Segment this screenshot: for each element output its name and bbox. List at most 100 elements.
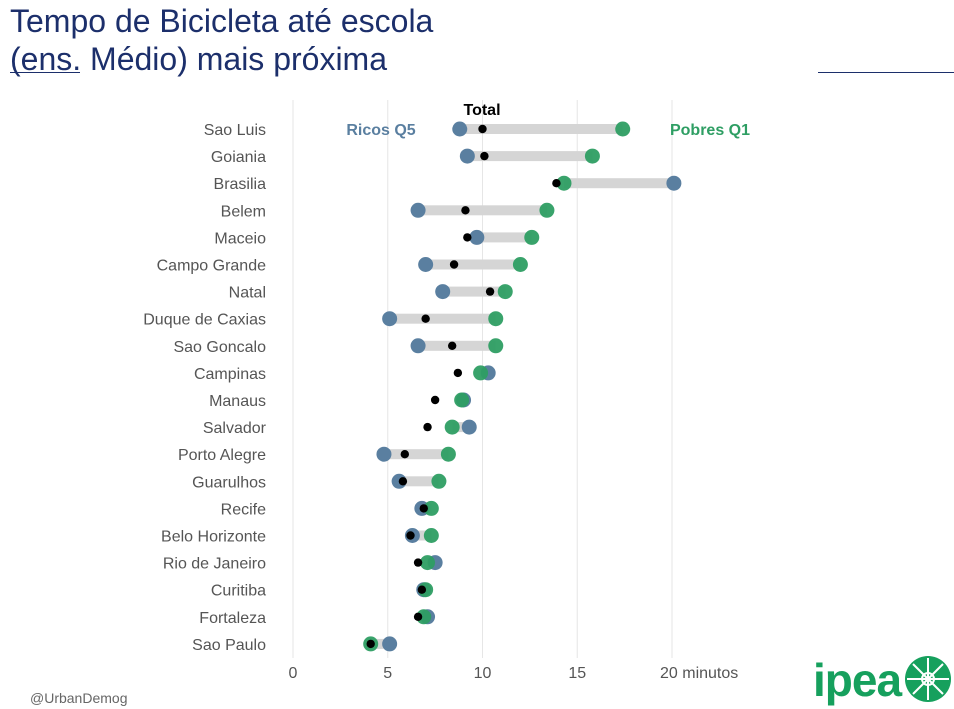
range-bar bbox=[476, 232, 532, 243]
ricos-point bbox=[461, 419, 477, 435]
city-label: Rio de Janeiro bbox=[163, 556, 266, 573]
range-bar bbox=[418, 205, 547, 216]
author-credit: @UrbanDemog bbox=[30, 690, 128, 706]
city-label: Campinas bbox=[194, 366, 266, 383]
city-label: Recife bbox=[221, 501, 266, 518]
ricos-point bbox=[410, 338, 426, 354]
ipea-logo: ipea bbox=[813, 652, 954, 708]
x-tick-label: 10 bbox=[474, 665, 492, 682]
ricos-point bbox=[666, 175, 682, 191]
city-label: Salvador bbox=[203, 420, 267, 437]
pobres-point bbox=[524, 229, 540, 245]
points-layer bbox=[363, 121, 682, 652]
ricos-point bbox=[469, 229, 485, 245]
pobres-point bbox=[584, 148, 600, 164]
ricos-point bbox=[376, 446, 392, 462]
city-label: Natal bbox=[229, 285, 266, 302]
x-tick-label: 20 minutos bbox=[660, 665, 738, 682]
range-bar bbox=[370, 638, 390, 649]
legend-ricos-label: Ricos Q5 bbox=[346, 122, 415, 139]
ricos-point bbox=[435, 284, 451, 300]
pobres-point bbox=[454, 392, 470, 408]
title-underline bbox=[10, 72, 80, 73]
range-bar bbox=[418, 340, 496, 351]
ipea-logo-text: ipea bbox=[813, 654, 902, 706]
ricos-point bbox=[459, 148, 475, 164]
x-tick-label: 0 bbox=[289, 665, 298, 682]
ricos-point bbox=[382, 636, 398, 652]
range-bar bbox=[442, 286, 506, 297]
total-point bbox=[461, 206, 470, 215]
pobres-point bbox=[512, 257, 528, 272]
range-bar bbox=[452, 422, 470, 433]
city-label: Maceio bbox=[214, 230, 266, 247]
pobres-point bbox=[473, 365, 489, 381]
pobres-point bbox=[420, 555, 436, 571]
city-label: Belo Horizonte bbox=[161, 529, 266, 546]
total-point bbox=[398, 477, 408, 486]
ipea-compass-icon bbox=[905, 656, 951, 702]
pobres-point bbox=[488, 338, 504, 354]
total-point bbox=[449, 260, 459, 269]
x-tick-label: 5 bbox=[383, 665, 392, 682]
city-label: Campo Grande bbox=[157, 258, 266, 275]
city-label: Sao Luis bbox=[204, 122, 266, 139]
total-point bbox=[419, 504, 428, 513]
city-label: Fortaleza bbox=[199, 610, 266, 627]
pobres-point bbox=[431, 473, 447, 489]
ricos-point bbox=[418, 257, 434, 272]
total-point bbox=[400, 450, 410, 459]
pobres-point bbox=[423, 500, 439, 516]
city-label: Manaus bbox=[209, 393, 266, 410]
total-point bbox=[480, 151, 489, 161]
pobres-point bbox=[497, 284, 513, 300]
ricos-point bbox=[452, 121, 468, 137]
city-label: Porto Alegre bbox=[178, 447, 266, 464]
slide-title-line-1: Tempo de Bicicleta até escola bbox=[10, 3, 434, 39]
range-bar bbox=[563, 178, 674, 189]
range-bar bbox=[412, 530, 432, 541]
range-bar bbox=[383, 449, 449, 460]
slide-title-line-2: (ens. Médio) mais próxima bbox=[10, 41, 387, 77]
total-point bbox=[406, 531, 415, 540]
total-point bbox=[421, 314, 430, 323]
total-point bbox=[463, 233, 472, 242]
pobres-point bbox=[423, 528, 439, 543]
total-point bbox=[478, 124, 487, 134]
ricos-point bbox=[382, 311, 398, 327]
total-point bbox=[485, 287, 495, 296]
city-label: Belem bbox=[221, 203, 266, 220]
city-label: Curitiba bbox=[211, 583, 266, 600]
total-point bbox=[430, 395, 440, 405]
total-point bbox=[417, 585, 427, 594]
legend-total-label: Total bbox=[463, 102, 500, 119]
total-point bbox=[453, 368, 463, 378]
range-bar bbox=[425, 259, 521, 270]
pobres-point bbox=[556, 175, 572, 191]
pobres-point bbox=[539, 202, 555, 218]
total-point bbox=[552, 179, 561, 188]
range-bar bbox=[389, 313, 496, 324]
city-label: Sao Paulo bbox=[192, 637, 266, 654]
ricos-point bbox=[410, 202, 426, 218]
total-point bbox=[413, 558, 423, 567]
x-tick-label: 15 bbox=[568, 665, 586, 682]
pobres-point bbox=[488, 311, 504, 327]
range-bar bbox=[399, 476, 439, 487]
pobres-point bbox=[615, 121, 631, 137]
range-bar bbox=[459, 124, 623, 134]
city-label: Duque de Caxias bbox=[143, 312, 266, 329]
city-label: Sao Goncalo bbox=[173, 339, 266, 356]
total-point bbox=[423, 422, 432, 432]
total-point bbox=[447, 341, 457, 350]
city-label: Guarulhos bbox=[192, 474, 266, 491]
pobres-point bbox=[416, 609, 432, 625]
slide-title: Tempo de Bicicleta até escola (ens. Médi… bbox=[10, 2, 433, 78]
legend-pobres-label: Pobres Q1 bbox=[670, 122, 750, 139]
city-label: Goiania bbox=[211, 149, 266, 166]
total-point bbox=[413, 612, 423, 621]
pobres-point bbox=[440, 446, 456, 462]
bars-layer bbox=[370, 124, 674, 649]
pobres-point bbox=[444, 419, 460, 435]
